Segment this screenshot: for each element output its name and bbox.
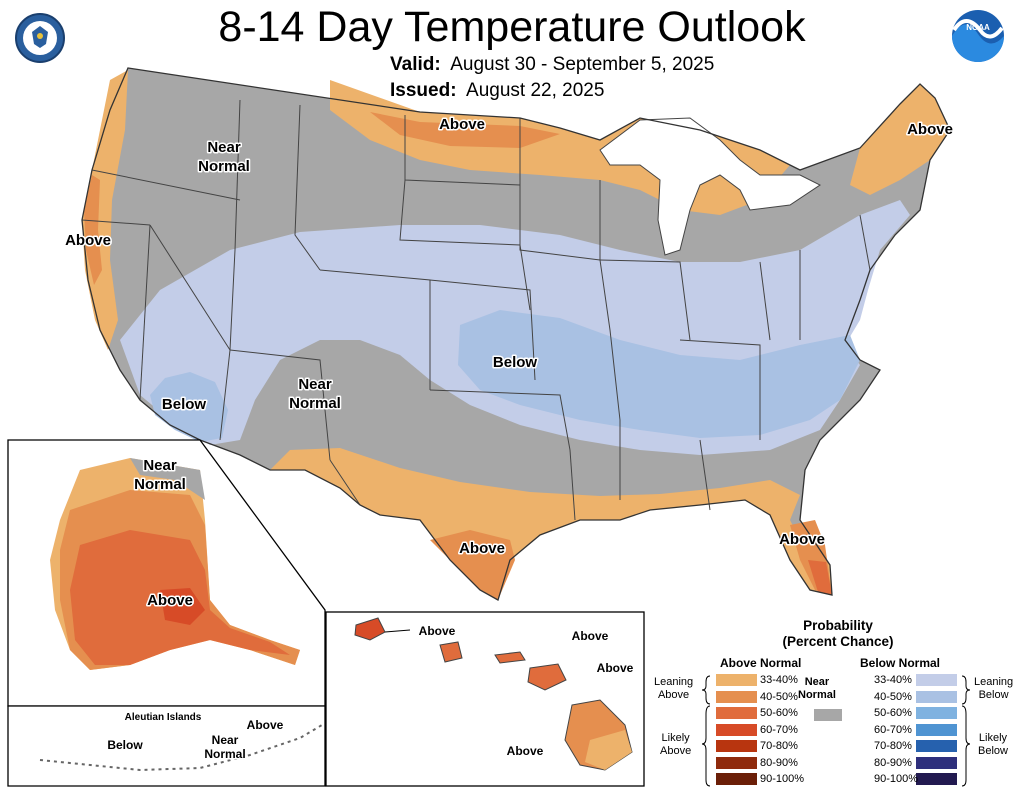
legend-below-swatch bbox=[916, 674, 957, 686]
legend-below-swatch bbox=[916, 773, 957, 785]
conus-map bbox=[81, 67, 951, 601]
valid-dates: Valid: August 30 - September 5, 2025 bbox=[390, 52, 714, 78]
alaska-inset: Near Normal Above Aleutian Islands Above … bbox=[7, 439, 326, 787]
valid-label: Valid: bbox=[390, 54, 441, 75]
legend-near-normal-swatch bbox=[814, 709, 842, 721]
label-hawaii-above-4: Above bbox=[507, 744, 544, 758]
legend-above-range: 33-40% bbox=[760, 674, 798, 686]
legend-below-range: 70-80% bbox=[874, 740, 912, 752]
legend-leaning-below: Leaning Below bbox=[974, 676, 1014, 701]
legend-above-swatch bbox=[716, 674, 757, 686]
label-above-florida: Above bbox=[779, 531, 825, 548]
legend-above-range: 50-60% bbox=[760, 707, 798, 719]
legend-above-range: 60-70% bbox=[760, 723, 798, 736]
label-near-normal-nw: Near Normal bbox=[198, 139, 250, 175]
legend-above-header: Above Normal bbox=[720, 656, 802, 670]
issued-label: Issued: bbox=[390, 80, 457, 101]
noaa-logo-icon: NOAA bbox=[952, 10, 1004, 63]
legend-above-range: 70-80% bbox=[760, 740, 798, 752]
legend-above-swatch bbox=[716, 707, 757, 719]
aleutian-chain bbox=[39, 724, 323, 772]
label-aleutians-above: Above bbox=[247, 718, 284, 732]
issued-date: Issued: August 22, 2025 bbox=[390, 78, 604, 104]
legend-below-range: 80-90% bbox=[874, 756, 912, 769]
legend-below-swatch bbox=[916, 723, 957, 736]
legend-subtitle: (Percent Chance) bbox=[782, 634, 894, 649]
legend-above-swatch bbox=[716, 740, 757, 752]
label-hawaii-above-3: Above bbox=[597, 661, 634, 675]
hawaii-inset: Above Above Above Above bbox=[325, 611, 645, 787]
label-aleutians-below: Below bbox=[107, 738, 143, 752]
label-below-central: Below bbox=[493, 354, 538, 371]
alaska-near-normal bbox=[130, 458, 205, 500]
legend-below-swatch bbox=[916, 690, 957, 703]
legend-above-range: 80-90% bbox=[760, 756, 798, 769]
label-alaska-near-normal: Near Normal bbox=[134, 457, 186, 493]
label-aleutians-near-normal: Near Normal bbox=[204, 733, 245, 761]
svg-text:NOAA: NOAA bbox=[966, 23, 990, 32]
legend-below-range: 33-40% bbox=[874, 674, 912, 686]
alaska-above-60 bbox=[160, 588, 205, 625]
legend-likely-below: Likely Below bbox=[978, 732, 1008, 757]
great-lakes bbox=[599, 117, 821, 256]
page-title: 8-14 Day Temperature Outlook bbox=[218, 3, 806, 51]
legend-above-range: 40-50% bbox=[760, 690, 798, 703]
legend-near-normal-label: Near Normal bbox=[798, 676, 836, 701]
legend-above-swatch bbox=[716, 690, 757, 703]
label-alaska-above: Above bbox=[147, 592, 193, 609]
region-above-south-darker bbox=[430, 530, 515, 600]
region-above-northeast bbox=[850, 84, 950, 195]
legend-above-range: 90-100% bbox=[760, 773, 805, 785]
label-hawaii-above-2: Above bbox=[572, 629, 609, 643]
legend-below-swatch bbox=[916, 740, 957, 752]
legend-likely-above: Likely Above bbox=[660, 732, 692, 757]
legend-below-range: 60-70% bbox=[874, 723, 912, 736]
label-above-south: Above bbox=[459, 540, 505, 557]
region-above-north-darker bbox=[370, 112, 560, 148]
legend-below-range: 50-60% bbox=[874, 707, 912, 719]
label-above-north: Above bbox=[439, 116, 485, 133]
legend-below-range: 40-50% bbox=[874, 690, 912, 703]
label-below-southwest: Below bbox=[162, 396, 207, 413]
probability-legend: Probability (Percent Chance) Above Norma… bbox=[652, 614, 1024, 791]
legend-below-swatch bbox=[916, 707, 957, 719]
aleutians-title: Aleutian Islands bbox=[125, 712, 202, 723]
label-above-northeast: Above bbox=[907, 121, 953, 138]
valid-value: August 30 - September 5, 2025 bbox=[450, 54, 715, 75]
legend-leaning-above: Leaning Above bbox=[654, 676, 694, 701]
legend-above-swatch bbox=[716, 723, 757, 736]
legend-below-range: 90-100% bbox=[874, 773, 919, 785]
commerce-seal-icon bbox=[15, 13, 65, 63]
legend-below-swatch bbox=[916, 756, 957, 769]
issued-value: August 22, 2025 bbox=[466, 80, 605, 101]
label-near-normal-sw: Near Normal bbox=[289, 376, 341, 412]
label-hawaii-above-1: Above bbox=[419, 624, 456, 638]
legend-above-swatch bbox=[716, 773, 757, 785]
label-above-west: Above bbox=[65, 232, 111, 249]
state-boundaries bbox=[81, 99, 871, 521]
legend-above-swatch bbox=[716, 756, 757, 769]
legend-title: Probability bbox=[803, 618, 873, 633]
legend-braces bbox=[701, 675, 971, 787]
region-above-west-darker bbox=[84, 175, 102, 285]
legend-below-header: Below Normal bbox=[860, 656, 941, 670]
region-above-florida-dark bbox=[808, 560, 832, 595]
region-above-south bbox=[270, 448, 832, 600]
